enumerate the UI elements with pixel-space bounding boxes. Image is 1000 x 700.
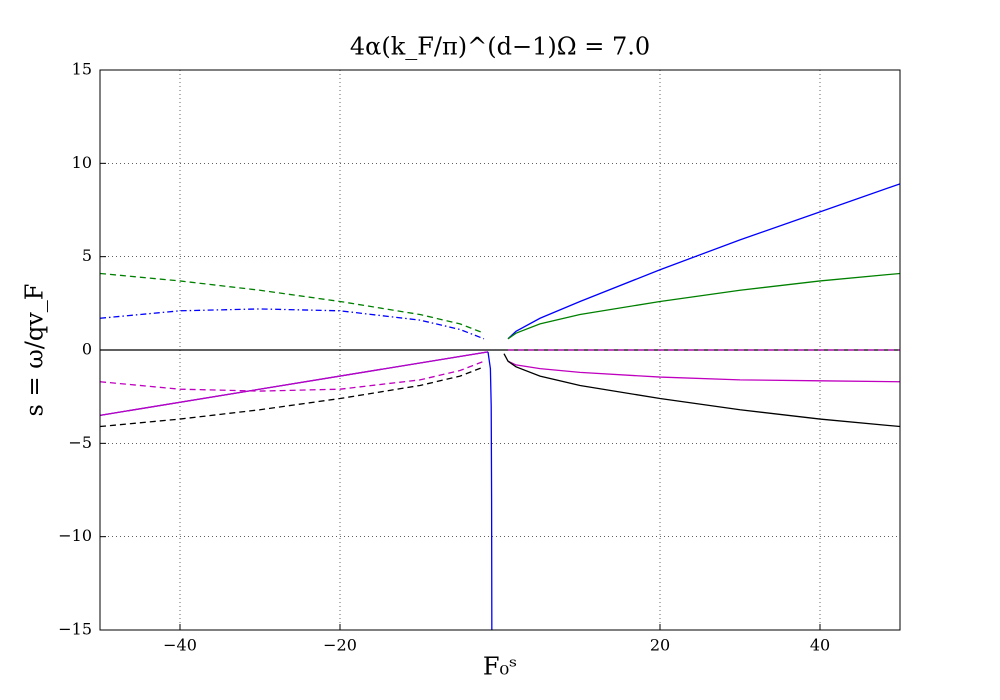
x-tick-label: 20 xyxy=(650,636,670,655)
plot-area xyxy=(99,69,901,631)
y-tick-label: −15 xyxy=(58,620,92,639)
y-tick-label: 0 xyxy=(82,340,92,359)
series-line xyxy=(507,360,901,383)
series-line xyxy=(99,308,485,340)
series-line xyxy=(99,351,489,416)
x-tick-label: −40 xyxy=(163,636,197,655)
series-line xyxy=(487,351,493,631)
series-line xyxy=(99,366,485,428)
series-line xyxy=(99,272,485,334)
y-tick-label: −10 xyxy=(58,526,92,545)
x-tick-label: 40 xyxy=(810,636,830,655)
y-tick-label: 5 xyxy=(82,246,92,265)
chart-title: 4α(k_F/π)^(d−1)Ω = 7.0 xyxy=(350,33,650,61)
x-tick-label: −20 xyxy=(323,636,357,655)
series-line xyxy=(503,353,901,428)
y-axis-label: s = ω/qv_F xyxy=(21,284,49,417)
y-tick-label: 10 xyxy=(72,153,92,172)
series-line xyxy=(507,183,901,340)
y-tick-label: −5 xyxy=(68,433,92,452)
series-line xyxy=(99,360,485,392)
y-tick-label: 15 xyxy=(72,60,92,79)
series-line xyxy=(507,272,901,340)
x-axis-label: F₀ˢ xyxy=(483,653,517,681)
